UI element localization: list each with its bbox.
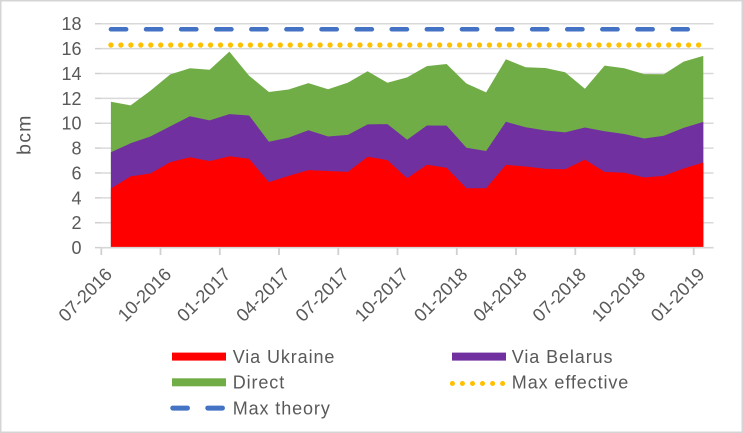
svg-text:01-2018: 01-2018: [410, 264, 471, 325]
svg-text:Max theory: Max theory: [233, 398, 331, 418]
svg-text:Max effective: Max effective: [512, 373, 629, 393]
svg-text:07-2017: 07-2017: [292, 264, 353, 325]
svg-text:0: 0: [71, 238, 81, 258]
svg-text:Via Belarus: Via Belarus: [512, 347, 614, 367]
svg-text:10-2016: 10-2016: [114, 264, 175, 325]
svg-text:04-2018: 04-2018: [469, 264, 530, 325]
svg-text:6: 6: [71, 163, 81, 183]
svg-text:Direct: Direct: [233, 373, 285, 393]
svg-text:bcm: bcm: [14, 114, 36, 154]
svg-text:16: 16: [61, 39, 81, 59]
svg-text:14: 14: [61, 64, 81, 84]
svg-text:04-2017: 04-2017: [232, 264, 293, 325]
svg-text:01-2017: 01-2017: [173, 264, 234, 325]
svg-text:07-2018: 07-2018: [529, 264, 590, 325]
svg-text:8: 8: [71, 139, 81, 159]
svg-text:10: 10: [61, 114, 81, 134]
svg-text:10-2017: 10-2017: [351, 264, 412, 325]
svg-text:10-2018: 10-2018: [588, 264, 649, 325]
svg-text:4: 4: [71, 188, 81, 208]
svg-text:01-2019: 01-2019: [647, 264, 708, 325]
svg-text:12: 12: [61, 89, 81, 109]
svg-text:07-2016: 07-2016: [55, 264, 116, 325]
svg-text:18: 18: [61, 14, 81, 34]
svg-text:Via Ukraine: Via Ukraine: [233, 347, 336, 367]
svg-text:2: 2: [71, 213, 81, 233]
